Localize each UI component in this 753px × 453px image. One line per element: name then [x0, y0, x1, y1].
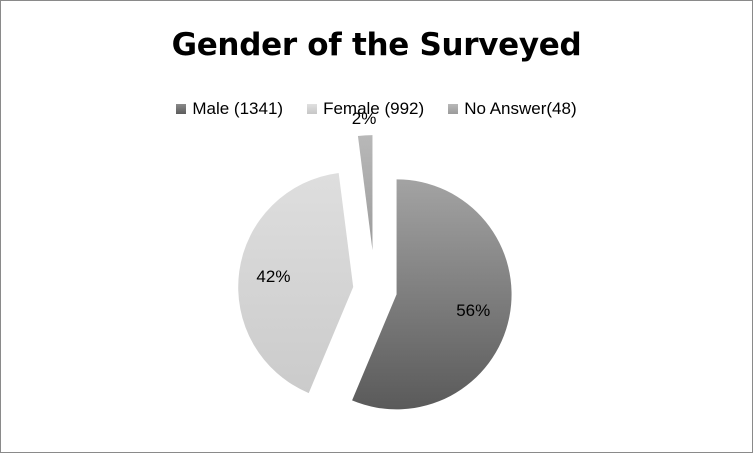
legend-swatch-female [307, 104, 318, 114]
legend-label-no-answer: No Answer(48) [464, 99, 577, 118]
chart-title: Gender of the Surveyed [171, 27, 582, 63]
legend: Male (1341) Female (992) No Answer(48) [1, 99, 752, 119]
legend-label-male: Male (1341) [192, 99, 284, 118]
pie-slice-no-answer [357, 135, 373, 251]
legend-swatch-no-answer [448, 104, 459, 114]
legend-label-female: Female (992) [323, 99, 425, 118]
legend-item-no-answer: No Answer(48) [448, 99, 577, 119]
pie-slice-female [238, 172, 354, 394]
pie-label-no-answer: 2% [352, 109, 377, 128]
pie-slice-male [352, 179, 512, 410]
legend-swatch-male [176, 104, 187, 114]
legend-item-male: Male (1341) [176, 99, 283, 119]
legend-item-female: Female (992) [307, 99, 424, 119]
pie-label-male: 56% [456, 301, 490, 320]
pie-label-female: 42% [256, 267, 290, 286]
